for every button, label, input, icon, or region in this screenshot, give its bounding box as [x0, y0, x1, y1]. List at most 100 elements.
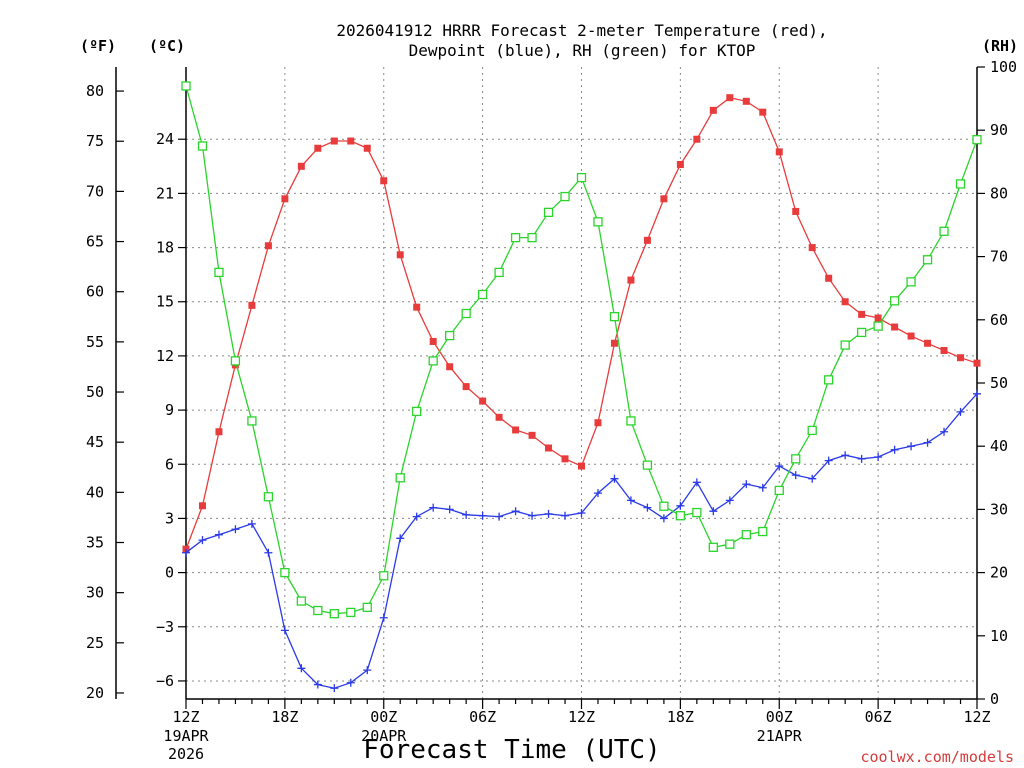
- temperature-point: [528, 431, 536, 439]
- temperature-point: [660, 195, 668, 203]
- rh-point: [758, 526, 768, 537]
- temperature-point: [578, 462, 585, 470]
- temperature-point: [742, 97, 750, 105]
- rh-point: [527, 232, 537, 243]
- dewpoint-point: [643, 503, 652, 512]
- fahrenheit-unit-label: (ºF): [80, 37, 116, 55]
- rh-point: [626, 416, 636, 426]
- rh-point: [197, 141, 208, 151]
- rh-point: [230, 356, 241, 366]
- rh-point: [873, 321, 883, 331]
- temperature-point: [347, 137, 355, 145]
- time-tick-label: 00Z: [766, 708, 793, 726]
- rh-point: [824, 375, 834, 385]
- rh-point: [510, 232, 521, 243]
- dewpoint-point: [264, 548, 273, 557]
- temperature-point: [413, 303, 421, 311]
- temperature-point: [825, 274, 833, 282]
- rh-tick-label: 100: [990, 58, 1017, 76]
- time-tick-label: 00Z: [370, 708, 397, 726]
- temperature-point: [594, 419, 602, 427]
- rh-tick-label: 10: [990, 627, 1008, 645]
- temperature-point: [297, 162, 305, 170]
- rh-point: [445, 330, 455, 341]
- temperature-point: [709, 106, 717, 114]
- celsius-tick-label: 18: [156, 239, 174, 257]
- rh-point: [263, 492, 274, 502]
- rh-point: [725, 539, 735, 549]
- rh-point: [609, 311, 620, 322]
- rh-tick-label: 70: [990, 248, 1008, 266]
- time-tick-label: 12Z: [963, 708, 990, 726]
- temperature-point: [907, 332, 915, 340]
- dewpoint-point: [412, 512, 421, 521]
- fahrenheit-tick-label: 75: [86, 132, 104, 150]
- rh-point: [972, 135, 982, 145]
- celsius-tick-label: 0: [165, 564, 174, 582]
- temperature-point: [874, 314, 882, 322]
- dewpoint-point: [692, 478, 701, 487]
- rh-point: [428, 356, 438, 366]
- dewpoint-point: [313, 680, 322, 689]
- rh-point: [692, 507, 702, 518]
- rh-point: [955, 179, 966, 189]
- rh-point: [906, 277, 916, 287]
- rh-point: [659, 501, 669, 511]
- dewpoint-point: [923, 438, 932, 447]
- dewpoint-point: [182, 548, 190, 557]
- rh-point: [889, 296, 900, 306]
- temperature-point: [643, 236, 651, 244]
- temperature-point: [330, 137, 338, 145]
- temperature-point: [380, 177, 388, 185]
- dewpoint-point: [330, 684, 339, 693]
- fahrenheit-tick-label: 55: [86, 333, 104, 351]
- temperature-point: [627, 276, 635, 284]
- rh-point: [313, 605, 323, 616]
- credit-text: coolwx.com/models: [860, 748, 1014, 766]
- rh-tick-label: 80: [990, 184, 1008, 202]
- rh-point: [856, 327, 867, 338]
- celsius-tick-label: −6: [156, 672, 174, 690]
- temperature-point: [462, 383, 470, 391]
- dewpoint-point: [462, 510, 471, 519]
- rh-tick-label: 40: [990, 437, 1008, 455]
- dewpoint-point: [956, 407, 965, 416]
- date-tick-label: 20APR: [361, 727, 407, 745]
- dewpoint-point: [379, 613, 388, 622]
- dewpoint-point: [940, 427, 949, 436]
- rh-point: [741, 530, 751, 540]
- dewpoint-point: [478, 511, 487, 520]
- dewpoint-point: [676, 501, 685, 510]
- rh-tick-label: 0: [990, 690, 999, 708]
- x-axis-title: Forecast Time (UTC): [363, 735, 660, 765]
- temperature-point: [264, 242, 272, 250]
- time-tick-label: 12Z: [172, 708, 199, 726]
- fahrenheit-tick-label: 25: [86, 634, 104, 652]
- rh-point: [412, 406, 422, 417]
- celsius-tick-label: 15: [156, 293, 174, 311]
- dewpoint-point: [775, 462, 784, 471]
- fahrenheit-tick-label: 30: [86, 584, 104, 602]
- temperature-point: [314, 144, 322, 152]
- time-tick-label: 06Z: [469, 708, 496, 726]
- temperature-point: [610, 339, 618, 347]
- rh-point: [346, 607, 356, 618]
- celsius-tick-label: 6: [165, 455, 174, 473]
- temperature-series: [182, 94, 981, 553]
- rh-point: [593, 217, 603, 227]
- dewpoint-point: [725, 496, 734, 505]
- temperature-point: [495, 413, 503, 421]
- data-series: [181, 81, 982, 693]
- rh-point: [922, 255, 933, 265]
- celsius-unit-label: (ºC): [149, 37, 185, 55]
- fahrenheit-tick-label: 80: [86, 82, 104, 100]
- celsius-tick-label: 24: [156, 130, 174, 148]
- fahrenheit-tick-label: 45: [86, 433, 104, 451]
- dewpoint-point: [280, 626, 289, 635]
- temperature-point: [858, 310, 866, 318]
- rh-point: [477, 289, 488, 300]
- dewpoint-point: [791, 471, 800, 480]
- temperature-point: [545, 444, 553, 452]
